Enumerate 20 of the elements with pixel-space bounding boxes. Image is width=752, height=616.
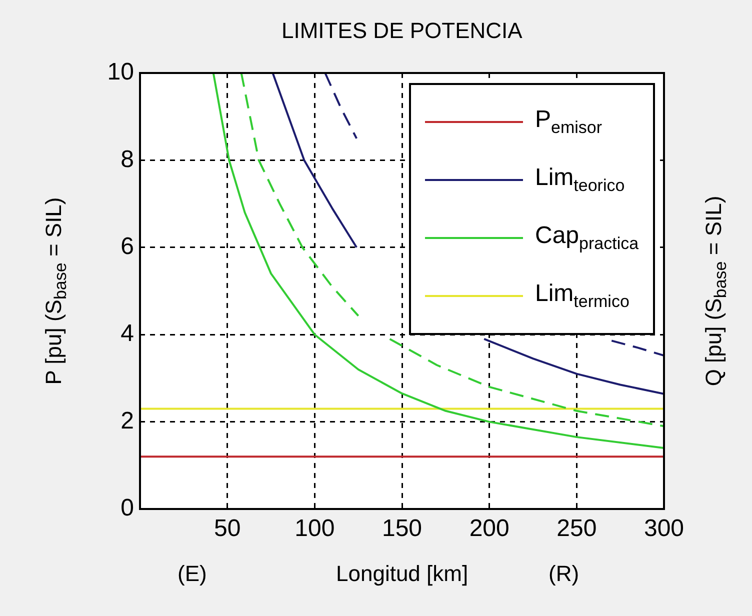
y-tick-label: 6 [120,233,134,260]
x-tick-label: 250 [556,515,597,542]
y-tick-label: 10 [107,58,134,86]
x-tick-label: 100 [294,515,335,542]
text: (E) [178,561,207,587]
x-tick-label: 200 [469,515,510,542]
legend-label: Lim$_{teorico}$ [535,164,625,196]
x-tick-label: 50 [214,515,241,542]
y-tick-label: 8 [120,146,134,173]
chart-title: LIMITES DE POTENCIA [282,18,522,44]
legend-label: Cap$_{practica}$ [535,222,639,254]
legend-label: P$_{emisor}$ [535,106,602,138]
x-axis-title: Longitud [km] [336,561,468,587]
y-tick-label: 0 [120,494,134,522]
x-tick-label: 150 [382,515,422,542]
y-tick-label: 4 [120,320,134,348]
x-tick-label: 300 [644,515,684,542]
legend-label: Lim$_{termico}$ [535,280,630,312]
y-tick-label: 2 [120,407,134,434]
text: (R) [548,561,580,587]
